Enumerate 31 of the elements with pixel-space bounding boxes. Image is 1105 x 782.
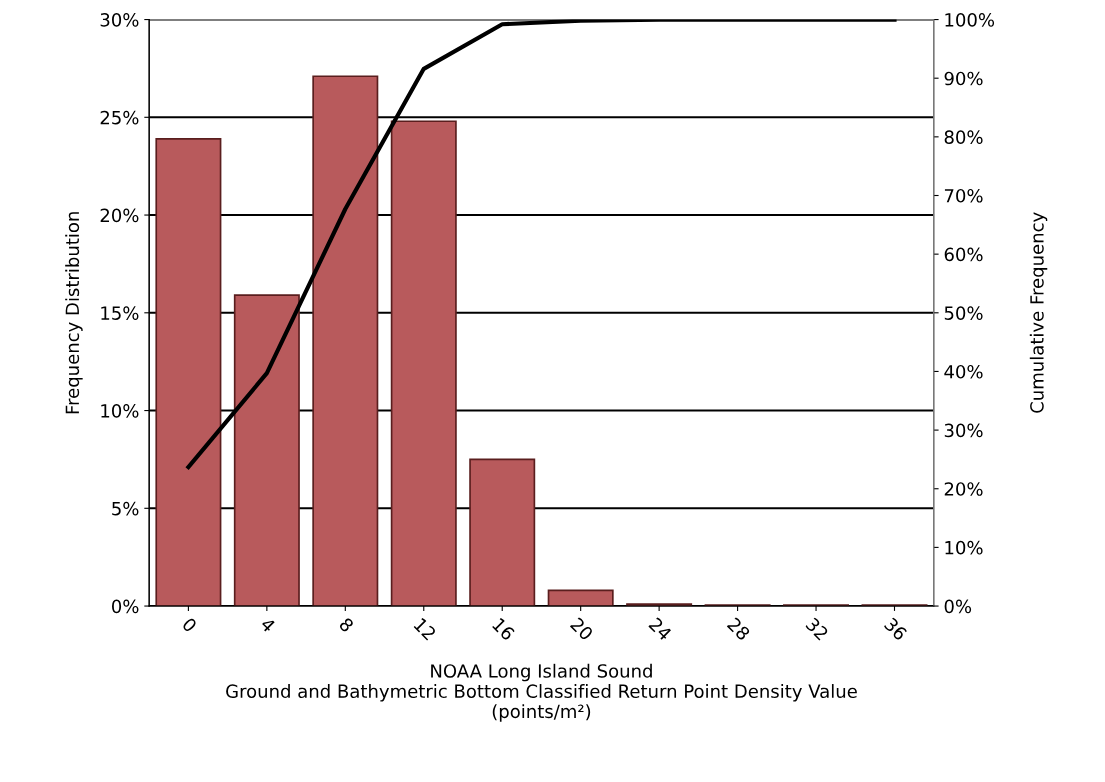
y-tick-label: 20% <box>100 208 139 223</box>
y-tick-label: 0% <box>112 599 139 614</box>
x-tick-label: 32 <box>805 616 829 641</box>
x-tick-label: 20 <box>569 616 594 642</box>
y-axis-title: Frequency Distribution <box>65 212 83 414</box>
x-tick-label: 16 <box>491 617 516 642</box>
x-tick-label: 24 <box>648 616 673 641</box>
y2-tick-label: 20% <box>944 482 983 496</box>
x-tick-label: 0 <box>181 616 198 633</box>
x-axis-title: NOAA Long Island Sound Ground and Bathymetric Bottom Classified Return Point Density Value (points/m²) <box>226 663 857 722</box>
y2-tick-label: 90% <box>944 71 983 86</box>
y-tick-label: 25% <box>100 110 139 125</box>
y-tick-label: 15% <box>101 306 139 320</box>
x-tick-label: 28 <box>726 616 751 642</box>
y-tick-label: 10% <box>101 404 139 418</box>
y2-tick-label: 10% <box>945 540 983 555</box>
y2-tick-label: 30% <box>944 423 983 438</box>
y2-tick-label: 40% <box>944 364 983 379</box>
y2-tick-label: 70% <box>944 188 983 203</box>
x-tick-label: 12 <box>413 617 437 641</box>
y2-tick-label: 50% <box>944 306 983 320</box>
y2-tick-label: 60% <box>944 247 983 262</box>
y2-axis-title: Cumulative Frequency <box>1029 212 1048 413</box>
y-tick-label: 30% <box>100 13 139 27</box>
x-tick-label: 4 <box>259 616 276 633</box>
y2-tick-label: 0% <box>944 599 972 614</box>
y2-tick-label: 100% <box>945 13 995 27</box>
y2-tick-label: 80% <box>944 130 983 144</box>
y-tick-label: 5% <box>112 501 139 516</box>
x-tick-label: 8 <box>338 616 355 633</box>
x-tick-label: 36 <box>883 616 908 642</box>
